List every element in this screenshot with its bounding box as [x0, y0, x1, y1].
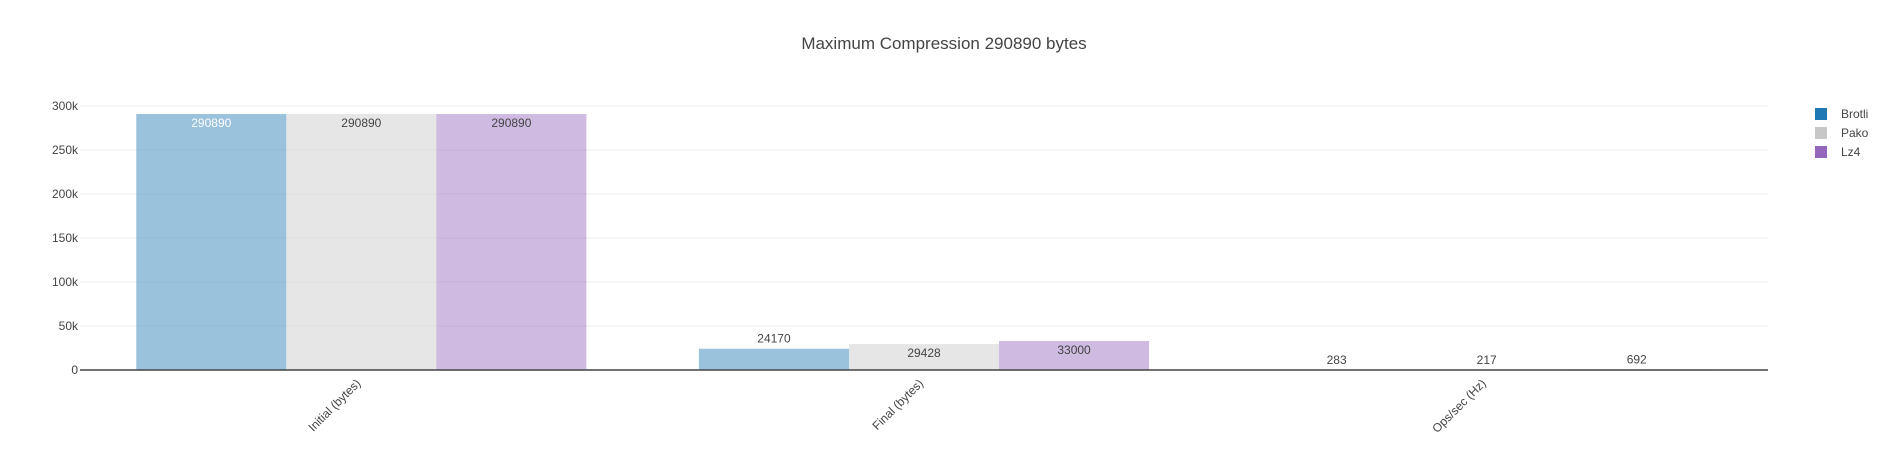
- data-labels: 290890 24170 283 290890 29428 217 290890 33000 6…: [191, 116, 1647, 367]
- data-label: 692: [1627, 352, 1647, 366]
- legend-item-pako[interactable]: Pako: [1815, 126, 1869, 140]
- data-label: 33000: [1057, 343, 1091, 357]
- legend-item-lz4[interactable]: Lz4: [1815, 145, 1861, 159]
- legend-label: Pako: [1841, 126, 1869, 140]
- legend-label: Brotli: [1841, 107, 1868, 121]
- bar-pako[interactable]: [848, 344, 1000, 370]
- legend-swatch: [1815, 127, 1827, 139]
- bar-brotli[interactable]: [136, 114, 287, 370]
- y-tick-label: 200k: [52, 187, 79, 201]
- y-tick-label: 100k: [52, 275, 79, 289]
- legend[interactable]: Brotli Pako Lz4: [1815, 107, 1869, 159]
- y-tick-label: 0: [71, 363, 78, 377]
- data-label: 24170: [757, 332, 791, 346]
- legend-swatch: [1815, 146, 1827, 158]
- x-axis-ticks: Initial (bytes) Final (bytes) Ops/sec (Hz): [305, 376, 1488, 435]
- bar-lz4[interactable]: [436, 114, 587, 370]
- y-tick-label: 150k: [52, 231, 79, 245]
- data-label: 290890: [341, 116, 381, 130]
- x-tick-label: Initial (bytes): [305, 376, 363, 434]
- bar-brotli[interactable]: [698, 348, 849, 370]
- legend-swatch: [1815, 108, 1827, 120]
- data-label: 290890: [491, 116, 531, 130]
- y-tick-label: 50k: [59, 319, 79, 333]
- legend-label: Lz4: [1841, 145, 1861, 159]
- bar-lz4[interactable]: [999, 340, 1150, 370]
- data-label: 29428: [907, 346, 941, 360]
- y-tick-label: 300k: [52, 99, 79, 113]
- grid-lines: [80, 105, 1768, 327]
- x-tick-label: Final (bytes): [870, 376, 927, 433]
- data-label: 217: [1477, 353, 1497, 367]
- data-label: 290890: [191, 116, 231, 130]
- data-label: 283: [1327, 353, 1347, 367]
- y-axis-ticks: 0 50k 100k 150k 200k 250k 300k: [52, 99, 79, 377]
- x-tick-label: Ops/sec (Hz): [1429, 376, 1488, 435]
- bar-pako[interactable]: [286, 114, 437, 370]
- chart-title: Maximum Compression 290890 bytes: [801, 34, 1086, 53]
- legend-item-brotli[interactable]: Brotli: [1815, 107, 1868, 121]
- bars: [136, 114, 1712, 370]
- y-tick-label: 250k: [52, 143, 79, 157]
